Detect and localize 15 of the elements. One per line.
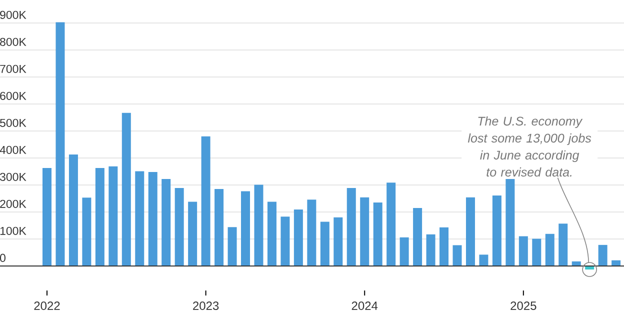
annotation: The U.S. economy lost some 13,000 jobs in June according to revised data. (468, 116, 592, 177)
x-tick-label: 2022 (34, 302, 60, 310)
y-tick-label: 600K (0, 92, 26, 100)
y-tick-label: 400K (0, 146, 26, 154)
x-tick-label: 2024 (352, 302, 378, 310)
x-tick-label: 2025 (510, 302, 536, 310)
x-tick-label: 2023 (193, 302, 219, 310)
y-tick-label: 200K (0, 200, 26, 208)
y-tick-label: 900K (0, 10, 26, 19)
y-tick-label: 100K (0, 226, 26, 235)
y-tick-label: 500K (0, 118, 26, 127)
y-tick-label: 0 (0, 254, 6, 262)
y-tick-label: 700K (0, 64, 26, 73)
y-tick-label: 800K (0, 38, 26, 46)
y-tick-label: 300K (0, 172, 26, 181)
